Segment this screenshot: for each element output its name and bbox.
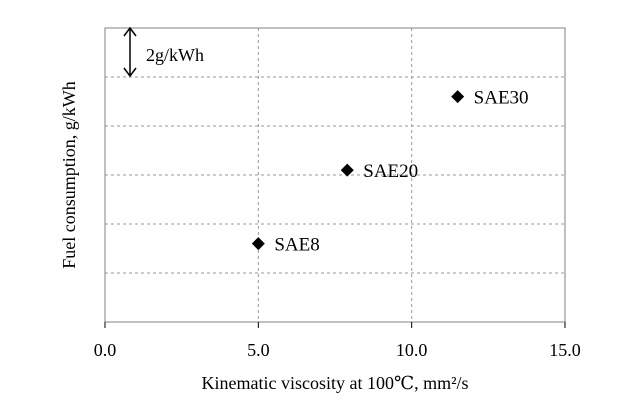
x-tick-label-1: 5.0 [247,340,270,360]
scale-bar-arrow-bottom [123,67,137,78]
scale-bar: 2g/kWh [123,26,204,78]
point-label-sae20: SAE20 [363,161,418,182]
point-marker-sae8 [251,237,265,251]
point-label-sae8: SAE8 [274,235,319,256]
point-marker-sae20 [340,163,354,177]
x-axis-label: Kinematic viscosity at 100℃, mm²/s [201,373,468,393]
point-marker-sae30 [451,90,465,104]
scale-bar-arrow-top [123,26,137,37]
grid [105,28,565,322]
y-axis-label: Fuel consumption, g/kWh [59,81,79,269]
x-tick-label-3: 15.0 [549,340,581,360]
x-tick-label-0: 0.0 [94,340,117,360]
point-label-sae30: SAE30 [474,88,529,109]
plot-frame [104,27,566,323]
data-points: SAE8 SAE20 SAE30 [251,88,529,256]
scale-bar-label: 2g/kWh [146,45,204,65]
x-tick-label-2: 10.0 [396,340,428,360]
x-axis: 0.0 5.0 10.0 15.0 [94,322,581,360]
